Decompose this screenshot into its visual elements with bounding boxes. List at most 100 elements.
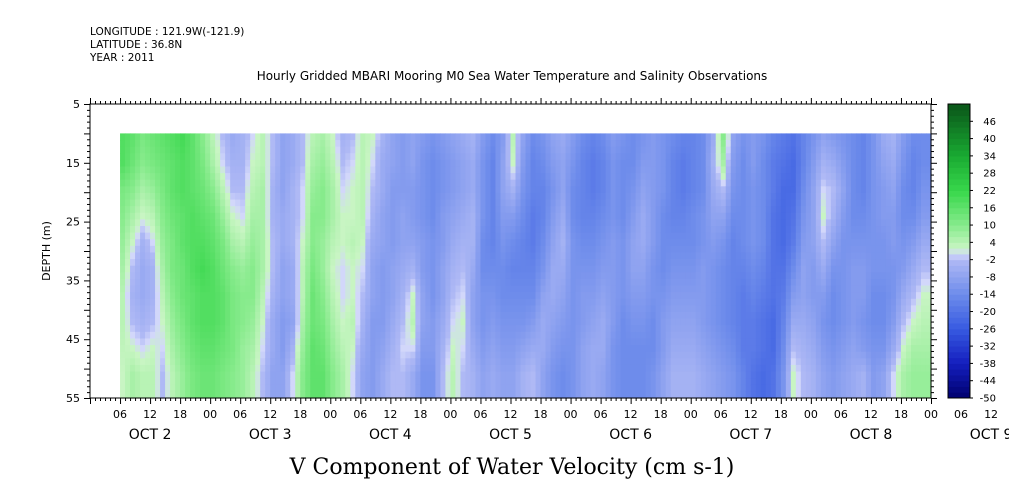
heatmap-cell (130, 212, 136, 220)
heatmap-cell (540, 358, 547, 366)
heatmap-cell (315, 226, 321, 234)
heatmap-cell (735, 298, 742, 306)
heatmap-cell (335, 278, 341, 287)
heatmap-cell (210, 226, 216, 234)
heatmap-cell (520, 226, 527, 234)
heatmap-cell (520, 371, 527, 379)
heatmap-cell (475, 159, 482, 168)
heatmap-cell (150, 272, 156, 280)
heatmap-cell (720, 318, 727, 326)
heatmap-cell (285, 325, 291, 333)
heatmap-cell (350, 364, 356, 373)
heatmap-cell (340, 199, 346, 207)
heatmap-cell (625, 272, 632, 280)
heatmap-cell (540, 199, 547, 207)
heatmap-cell (325, 325, 331, 333)
heatmap-cell (395, 239, 401, 247)
heatmap-cell (400, 173, 406, 181)
heatmap-cell (120, 292, 126, 300)
heatmap-cell (720, 338, 727, 346)
heatmap-cell (310, 133, 316, 141)
heatmap-cell (585, 345, 592, 353)
heatmap-cell (250, 226, 256, 234)
heatmap-cell (545, 166, 552, 174)
heatmap-cell (175, 345, 181, 353)
heatmap-cell (330, 325, 336, 333)
heatmap-cell (320, 232, 326, 240)
heatmap-cell (570, 173, 577, 181)
heatmap-cell (355, 232, 361, 240)
heatmap-cell (515, 285, 522, 293)
heatmap-cell (540, 146, 547, 154)
heatmap-cell (520, 153, 527, 161)
heatmap-cell (280, 166, 286, 174)
heatmap-cell (135, 192, 141, 201)
heatmap-cell (705, 133, 712, 141)
heatmap-cell (230, 272, 236, 280)
heatmap-cell (175, 173, 181, 181)
heatmap-cell (195, 325, 201, 333)
heatmap-cell (690, 146, 697, 154)
heatmap-cell (345, 292, 351, 300)
heatmap-cell (645, 146, 652, 154)
heatmap-cell (200, 212, 206, 220)
heatmap-cell (515, 186, 522, 194)
heatmap-cell (385, 338, 391, 346)
heatmap-cell (215, 305, 221, 313)
heatmap-cell (495, 345, 502, 353)
heatmap-cell (600, 378, 607, 386)
heatmap-cell (675, 199, 682, 207)
heatmap-cell (470, 259, 477, 267)
heatmap-cell (300, 252, 306, 260)
heatmap-cell (740, 192, 747, 201)
heatmap-cell (280, 153, 286, 161)
heatmap-cell (370, 245, 376, 254)
heatmap-cell (485, 312, 492, 320)
heatmap-cell (280, 378, 286, 386)
heatmap-cell (240, 391, 246, 399)
heatmap-cell (550, 140, 557, 148)
heatmap-cell (640, 179, 647, 187)
heatmap-cell (600, 226, 607, 234)
heatmap-cell (675, 252, 682, 260)
heatmap-cell (380, 265, 386, 273)
heatmap-cell (120, 186, 126, 194)
heatmap-cell (480, 146, 487, 154)
heatmap-cell (530, 272, 537, 280)
heatmap-cell (665, 206, 672, 214)
heatmap-cell (435, 364, 442, 373)
heatmap-cell (200, 153, 206, 161)
heatmap-cell (325, 345, 331, 353)
heatmap-cell (690, 305, 697, 313)
heatmap-cell (705, 358, 712, 366)
heatmap-cell (705, 364, 712, 373)
heatmap-cell (360, 153, 366, 161)
heatmap-cell (165, 331, 171, 340)
heatmap-cell (510, 292, 517, 300)
heatmap-cell (595, 272, 602, 280)
heatmap-cell (560, 298, 567, 306)
heatmap-cell (740, 206, 747, 214)
heatmap-cell (465, 272, 472, 280)
heatmap-cell (170, 199, 176, 207)
heatmap-cell (560, 391, 567, 399)
heatmap-cell (660, 371, 667, 379)
heatmap-cell (325, 239, 331, 247)
heatmap-cell (725, 186, 732, 194)
heatmap-cell (285, 378, 291, 386)
heatmap-cell (715, 133, 722, 141)
heatmap-cell (235, 278, 241, 287)
heatmap-cell (290, 232, 296, 240)
heatmap-cell (180, 140, 186, 148)
heatmap-cell (345, 173, 351, 181)
heatmap-cell (725, 325, 732, 333)
heatmap-cell (465, 345, 472, 353)
heatmap-cell (670, 186, 677, 194)
heatmap-cell (695, 245, 702, 254)
heatmap-cell (325, 358, 331, 366)
heatmap-cell (280, 371, 286, 379)
heatmap-cell (230, 285, 236, 293)
heatmap-cell (560, 259, 567, 267)
heatmap-cell (485, 199, 492, 207)
heatmap-cell (475, 166, 482, 174)
